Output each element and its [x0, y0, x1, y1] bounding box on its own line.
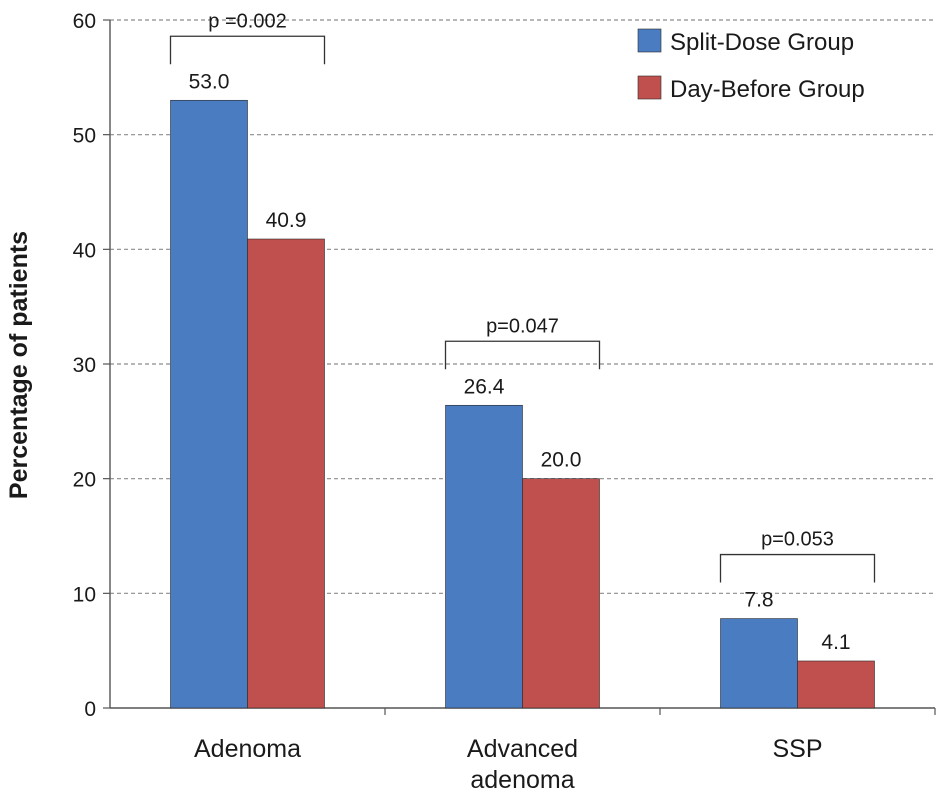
p-value-bracket: [444, 340, 601, 370]
y-tick-label: 20: [73, 469, 96, 492]
bar-split-dose: [445, 404, 523, 709]
data-labels: 53.0 40.9 26.4 20.0 7.8 4.1: [189, 70, 851, 654]
p-value-bracket: [169, 35, 326, 65]
p-value-annotations: p =0.002 p=0.047 p=0.053: [169, 10, 876, 583]
category-label: adenoma: [470, 766, 574, 794]
bar-split-dose: [720, 618, 798, 709]
legend-label: Day-Before Group: [670, 76, 865, 103]
y-axis-label: Percentage of patients: [5, 231, 33, 499]
y-tick-label: 30: [73, 354, 96, 377]
data-label: 40.9: [266, 209, 307, 232]
y-tick-label: 50: [73, 125, 96, 148]
gridlines: [110, 19, 935, 594]
legend-label: Split-Dose Group: [670, 29, 854, 56]
legend-swatch: [637, 75, 662, 100]
bar-day-before: [247, 238, 325, 709]
axes: 0 10 20 30 40 50 60: [73, 10, 936, 721]
bar-day-before: [522, 478, 600, 709]
bars: [170, 99, 875, 709]
p-value-label: p=0.047: [486, 315, 559, 337]
bar-split-dose: [170, 99, 248, 709]
y-tick-label: 10: [73, 583, 96, 606]
data-label: 53.0: [189, 70, 230, 93]
data-label: 7.8: [744, 589, 773, 612]
p-value-bracket: [719, 553, 876, 583]
y-tick-label: 60: [73, 10, 96, 33]
bar-day-before: [797, 660, 875, 709]
y-tick-label: 40: [73, 239, 96, 262]
category-label: SSP: [772, 735, 822, 763]
p-value-label: p =0.002: [208, 10, 286, 32]
category-label: Advanced: [467, 735, 578, 763]
legend: Split-Dose Group Day-Before Group: [637, 28, 865, 103]
data-label: 4.1: [821, 631, 850, 654]
legend-swatch: [637, 28, 662, 53]
y-tick-label: 0: [84, 698, 96, 721]
category-labels: Adenoma Advanced adenoma SSP: [194, 735, 823, 794]
p-value-label: p=0.053: [761, 529, 834, 551]
data-label: 20.0: [541, 449, 582, 472]
category-label: Adenoma: [194, 735, 301, 763]
data-label: 26.4: [464, 375, 505, 398]
